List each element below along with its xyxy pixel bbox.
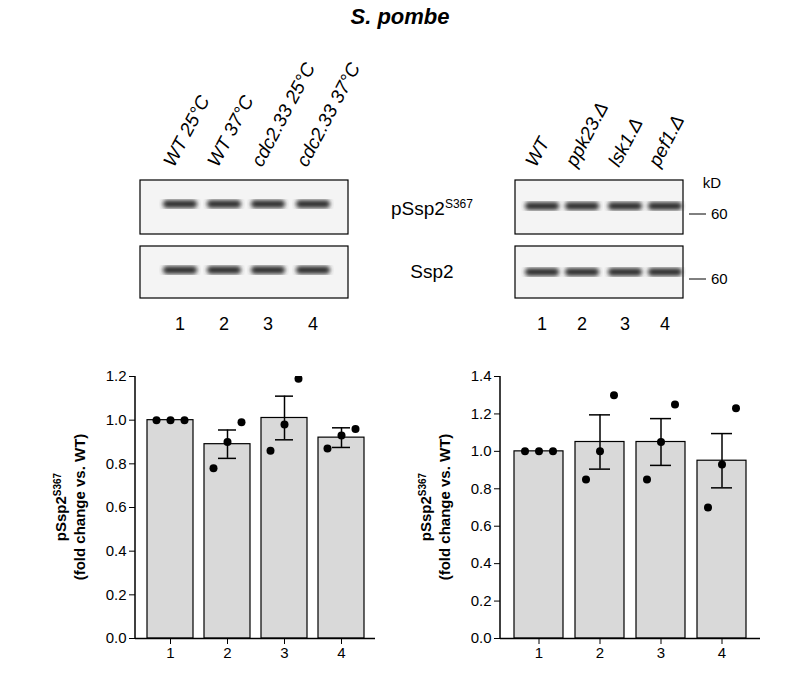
svg-text:Ssp2: Ssp2 — [410, 261, 453, 282]
svg-text:2: 2 — [219, 314, 229, 334]
svg-text:3: 3 — [280, 644, 288, 661]
svg-text:cdc2.33 37°C: cdc2.33 37°C — [292, 59, 364, 170]
svg-text:0.6: 0.6 — [471, 517, 492, 534]
svg-text:3: 3 — [657, 644, 665, 661]
svg-text:0.8: 0.8 — [106, 455, 127, 472]
svg-text:WT 25°C: WT 25°C — [159, 91, 214, 170]
html-text:S. pombe: S. pombe — [350, 4, 450, 29]
svg-text:4: 4 — [660, 314, 670, 334]
svg-text:(fold change vs. WT): (fold change vs. WT) — [71, 434, 88, 581]
svg-text:0.2: 0.2 — [106, 586, 127, 603]
svg-text:60: 60 — [711, 205, 728, 222]
svg-text:1.2: 1.2 — [471, 405, 492, 422]
svg-text:0.0: 0.0 — [471, 629, 492, 646]
svg-text:ppk23.Δ: ppk23.Δ — [561, 98, 613, 170]
svg-text:(fold change vs. WT): (fold change vs. WT) — [436, 434, 453, 581]
svg-text:4: 4 — [308, 314, 318, 334]
svg-text:cdc2.33 25°C: cdc2.33 25°C — [247, 59, 320, 170]
svg-text:2: 2 — [223, 644, 231, 661]
svg-text:0.4: 0.4 — [471, 554, 492, 571]
svg-text:WT 37°C: WT 37°C — [203, 91, 258, 170]
svg-text:pSsp2S367: pSsp2S367 — [417, 472, 435, 541]
svg-text:0.0: 0.0 — [106, 629, 127, 646]
svg-text:pef1.Δ: pef1.Δ — [644, 111, 689, 170]
svg-text:pSsp2S367: pSsp2S367 — [52, 472, 70, 541]
svg-text:lsk1.Δ: lsk1.Δ — [604, 114, 647, 170]
svg-text:WT: WT — [521, 133, 554, 170]
svg-text:2: 2 — [596, 644, 604, 661]
svg-text:1: 1 — [535, 644, 543, 661]
svg-text:kD: kD — [703, 174, 722, 191]
svg-text:60: 60 — [711, 270, 728, 287]
svg-text:1.0: 1.0 — [106, 411, 127, 428]
svg-text:1.0: 1.0 — [471, 442, 492, 459]
svg-text:0.2: 0.2 — [471, 592, 492, 609]
svg-text:4: 4 — [718, 644, 726, 661]
svg-text:0.6: 0.6 — [106, 498, 127, 515]
svg-text:1: 1 — [166, 644, 174, 661]
svg-text:2: 2 — [577, 314, 587, 334]
svg-text:0.8: 0.8 — [471, 480, 492, 497]
svg-text:1: 1 — [537, 314, 547, 334]
svg-text:1: 1 — [175, 314, 185, 334]
svg-text:pSsp2S367: pSsp2S367 — [391, 197, 473, 219]
svg-text:3: 3 — [263, 314, 273, 334]
svg-text:4: 4 — [337, 644, 345, 661]
svg-text:1.2: 1.2 — [106, 367, 127, 384]
svg-text:1.4: 1.4 — [471, 367, 492, 384]
svg-text:0.4: 0.4 — [106, 542, 127, 559]
svg-text:3: 3 — [620, 314, 630, 334]
